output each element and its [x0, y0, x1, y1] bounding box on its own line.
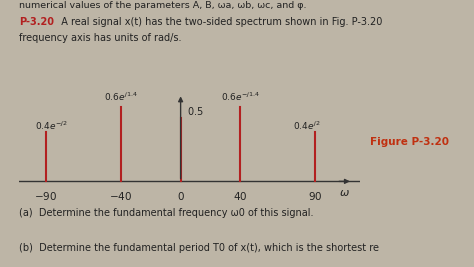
Text: $0$: $0$ — [177, 190, 184, 202]
Text: (b)  Determine the fundamental period T0 of x(t), which is the shortest re: (b) Determine the fundamental period T0 … — [19, 243, 379, 253]
Text: $0.6e^{-j1.4}$: $0.6e^{-j1.4}$ — [221, 91, 260, 104]
Text: P-3.20: P-3.20 — [19, 17, 54, 27]
Text: $90$: $90$ — [308, 190, 323, 202]
Text: $\omega$: $\omega$ — [339, 188, 350, 198]
Text: $0.4e^{-j2}$: $0.4e^{-j2}$ — [36, 120, 68, 132]
Text: Figure P-3.20: Figure P-3.20 — [370, 136, 449, 147]
Text: (a)  Determine the fundamental frequency ω0 of this signal.: (a) Determine the fundamental frequency … — [19, 208, 313, 218]
Text: $-90$: $-90$ — [34, 190, 57, 202]
Text: frequency axis has units of rad/s.: frequency axis has units of rad/s. — [19, 33, 182, 43]
Text: $0.4e^{j2}$: $0.4e^{j2}$ — [293, 120, 320, 132]
Text: numerical values of the parameters A, B, ωa, ωb, ωc, and φ.: numerical values of the parameters A, B,… — [19, 1, 307, 10]
Text: A real signal x(t) has the two-sided spectrum shown in Fig. P-3.20: A real signal x(t) has the two-sided spe… — [55, 17, 382, 27]
Text: $-40$: $-40$ — [109, 190, 132, 202]
Text: $0.6e^{j1.4}$: $0.6e^{j1.4}$ — [104, 91, 137, 104]
Text: $0.5$: $0.5$ — [187, 105, 203, 117]
Text: $40$: $40$ — [233, 190, 248, 202]
